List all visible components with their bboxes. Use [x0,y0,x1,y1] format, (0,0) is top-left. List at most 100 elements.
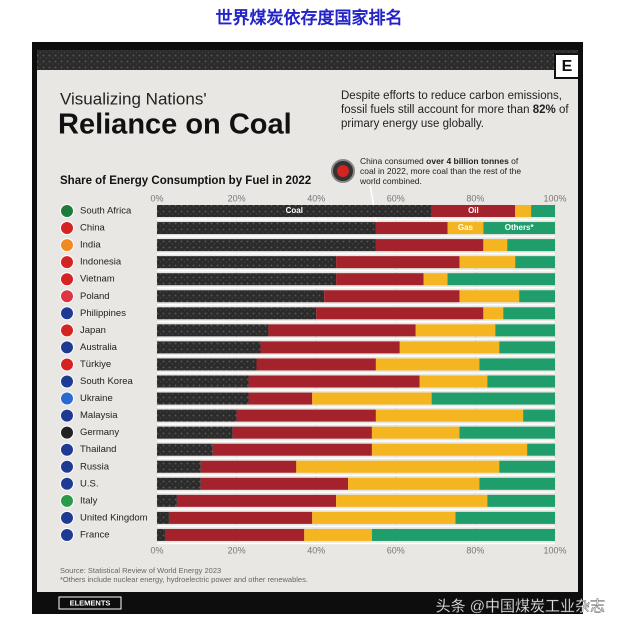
description-text: of primary energy use globally. [341,104,569,130]
x-tick-label: 40% [307,193,325,203]
watermark: 头条 @中国煤炭工业杂志 [436,598,605,615]
bar-segment [431,205,516,217]
category-label: Italy [80,495,98,506]
bar-segment [479,358,555,371]
x-tick-label: 60% [387,545,405,555]
bar-segment [212,443,372,456]
flag [60,442,74,457]
category-label: Poland [80,291,110,302]
bar-segment [375,239,484,252]
category-label: United Kingdom [80,512,148,523]
bar-segment [447,222,484,235]
x-tick-label: 60% [387,193,405,203]
flag [60,340,74,355]
bar-segment [371,528,555,541]
flag [60,272,74,287]
annotation-highlight: over 4 billion tonnes [426,156,509,166]
bar-segment [157,307,317,320]
bar-segment [459,256,516,269]
category-label: France [80,529,110,540]
bar-segment [415,324,496,337]
bar-segment [527,443,555,456]
category-label: Germany [80,427,119,438]
bar-segment [499,460,555,473]
bar-segment [515,256,555,269]
bar-segment [423,273,448,286]
x-tick-label: 20% [228,193,246,203]
bar-segment [304,528,372,541]
bar-segment [375,222,448,235]
bar-segment [157,324,269,337]
category-label: Malaysia [80,410,118,421]
bar-segment [157,460,201,473]
bar-segment [479,477,555,490]
bar-segment [157,222,376,235]
category-label: India [80,240,101,251]
bar-segment [399,341,500,354]
bar-segment [168,511,313,524]
x-tick-label: 40% [307,545,325,555]
category-label: Indonesia [80,257,122,268]
bar-segment [232,426,372,439]
bar-segment [157,239,376,252]
bar-segment [459,426,555,439]
bar-segment [157,528,165,541]
category-label: Thailand [80,444,116,455]
flag [60,221,74,236]
bar-segment [495,324,555,337]
annotation: China consumed over 4 billion tonnes of … [360,156,528,186]
coal-strip [37,50,578,70]
bar-segment [256,358,376,371]
brand: ELEMENTS [70,598,111,607]
bar-segment [531,205,555,217]
segment-label: Others* [505,223,535,232]
flag [60,357,74,372]
flag [60,238,74,253]
flag [60,459,74,474]
flag [60,476,74,491]
bar-segment [236,409,376,422]
bar-segment [157,494,177,507]
x-tick-label: 80% [466,545,484,555]
bar-segment [324,290,460,303]
bar-segment [200,460,297,473]
segment-label: Coal [286,206,303,215]
bar-segment [459,290,520,303]
bar-segment [336,256,460,269]
flag [60,408,74,423]
bar-segment [507,239,555,252]
bar-segment [157,477,201,490]
category-label: Türkiye [80,359,111,370]
bar-segment [515,205,532,217]
bar-segment [176,494,337,507]
bar-segment [200,477,349,490]
source: Source: Statistical Review of World Ener… [60,566,221,575]
bar-segment [431,392,555,405]
annotation-text: China consumed [360,156,427,166]
bar-segment [316,307,484,320]
x-tick-label: 20% [228,545,246,555]
bar-segment [248,375,420,388]
logo-box [554,53,580,79]
bar-segment [157,426,233,439]
bar-segment [336,273,424,286]
bar-segment [487,375,555,388]
flag [60,204,74,218]
x-tick-label: 100% [543,545,566,555]
note: *Others include nuclear energy, hydroele… [60,575,308,584]
bar-segment [483,307,504,320]
subtitle: Share of Energy Consumption by Fuel in 2… [60,175,311,187]
bar-segment [157,273,337,286]
flag [60,255,74,270]
x-tick-label: 80% [466,193,484,203]
bar-segment [487,494,555,507]
bar-segment [312,392,432,405]
bar-segment [248,392,313,405]
flag [60,510,74,525]
x-tick-label: 100% [543,193,566,203]
bar-segment [336,494,488,507]
brand-box [58,596,122,610]
flag [60,425,74,440]
bar-segment [157,443,213,456]
